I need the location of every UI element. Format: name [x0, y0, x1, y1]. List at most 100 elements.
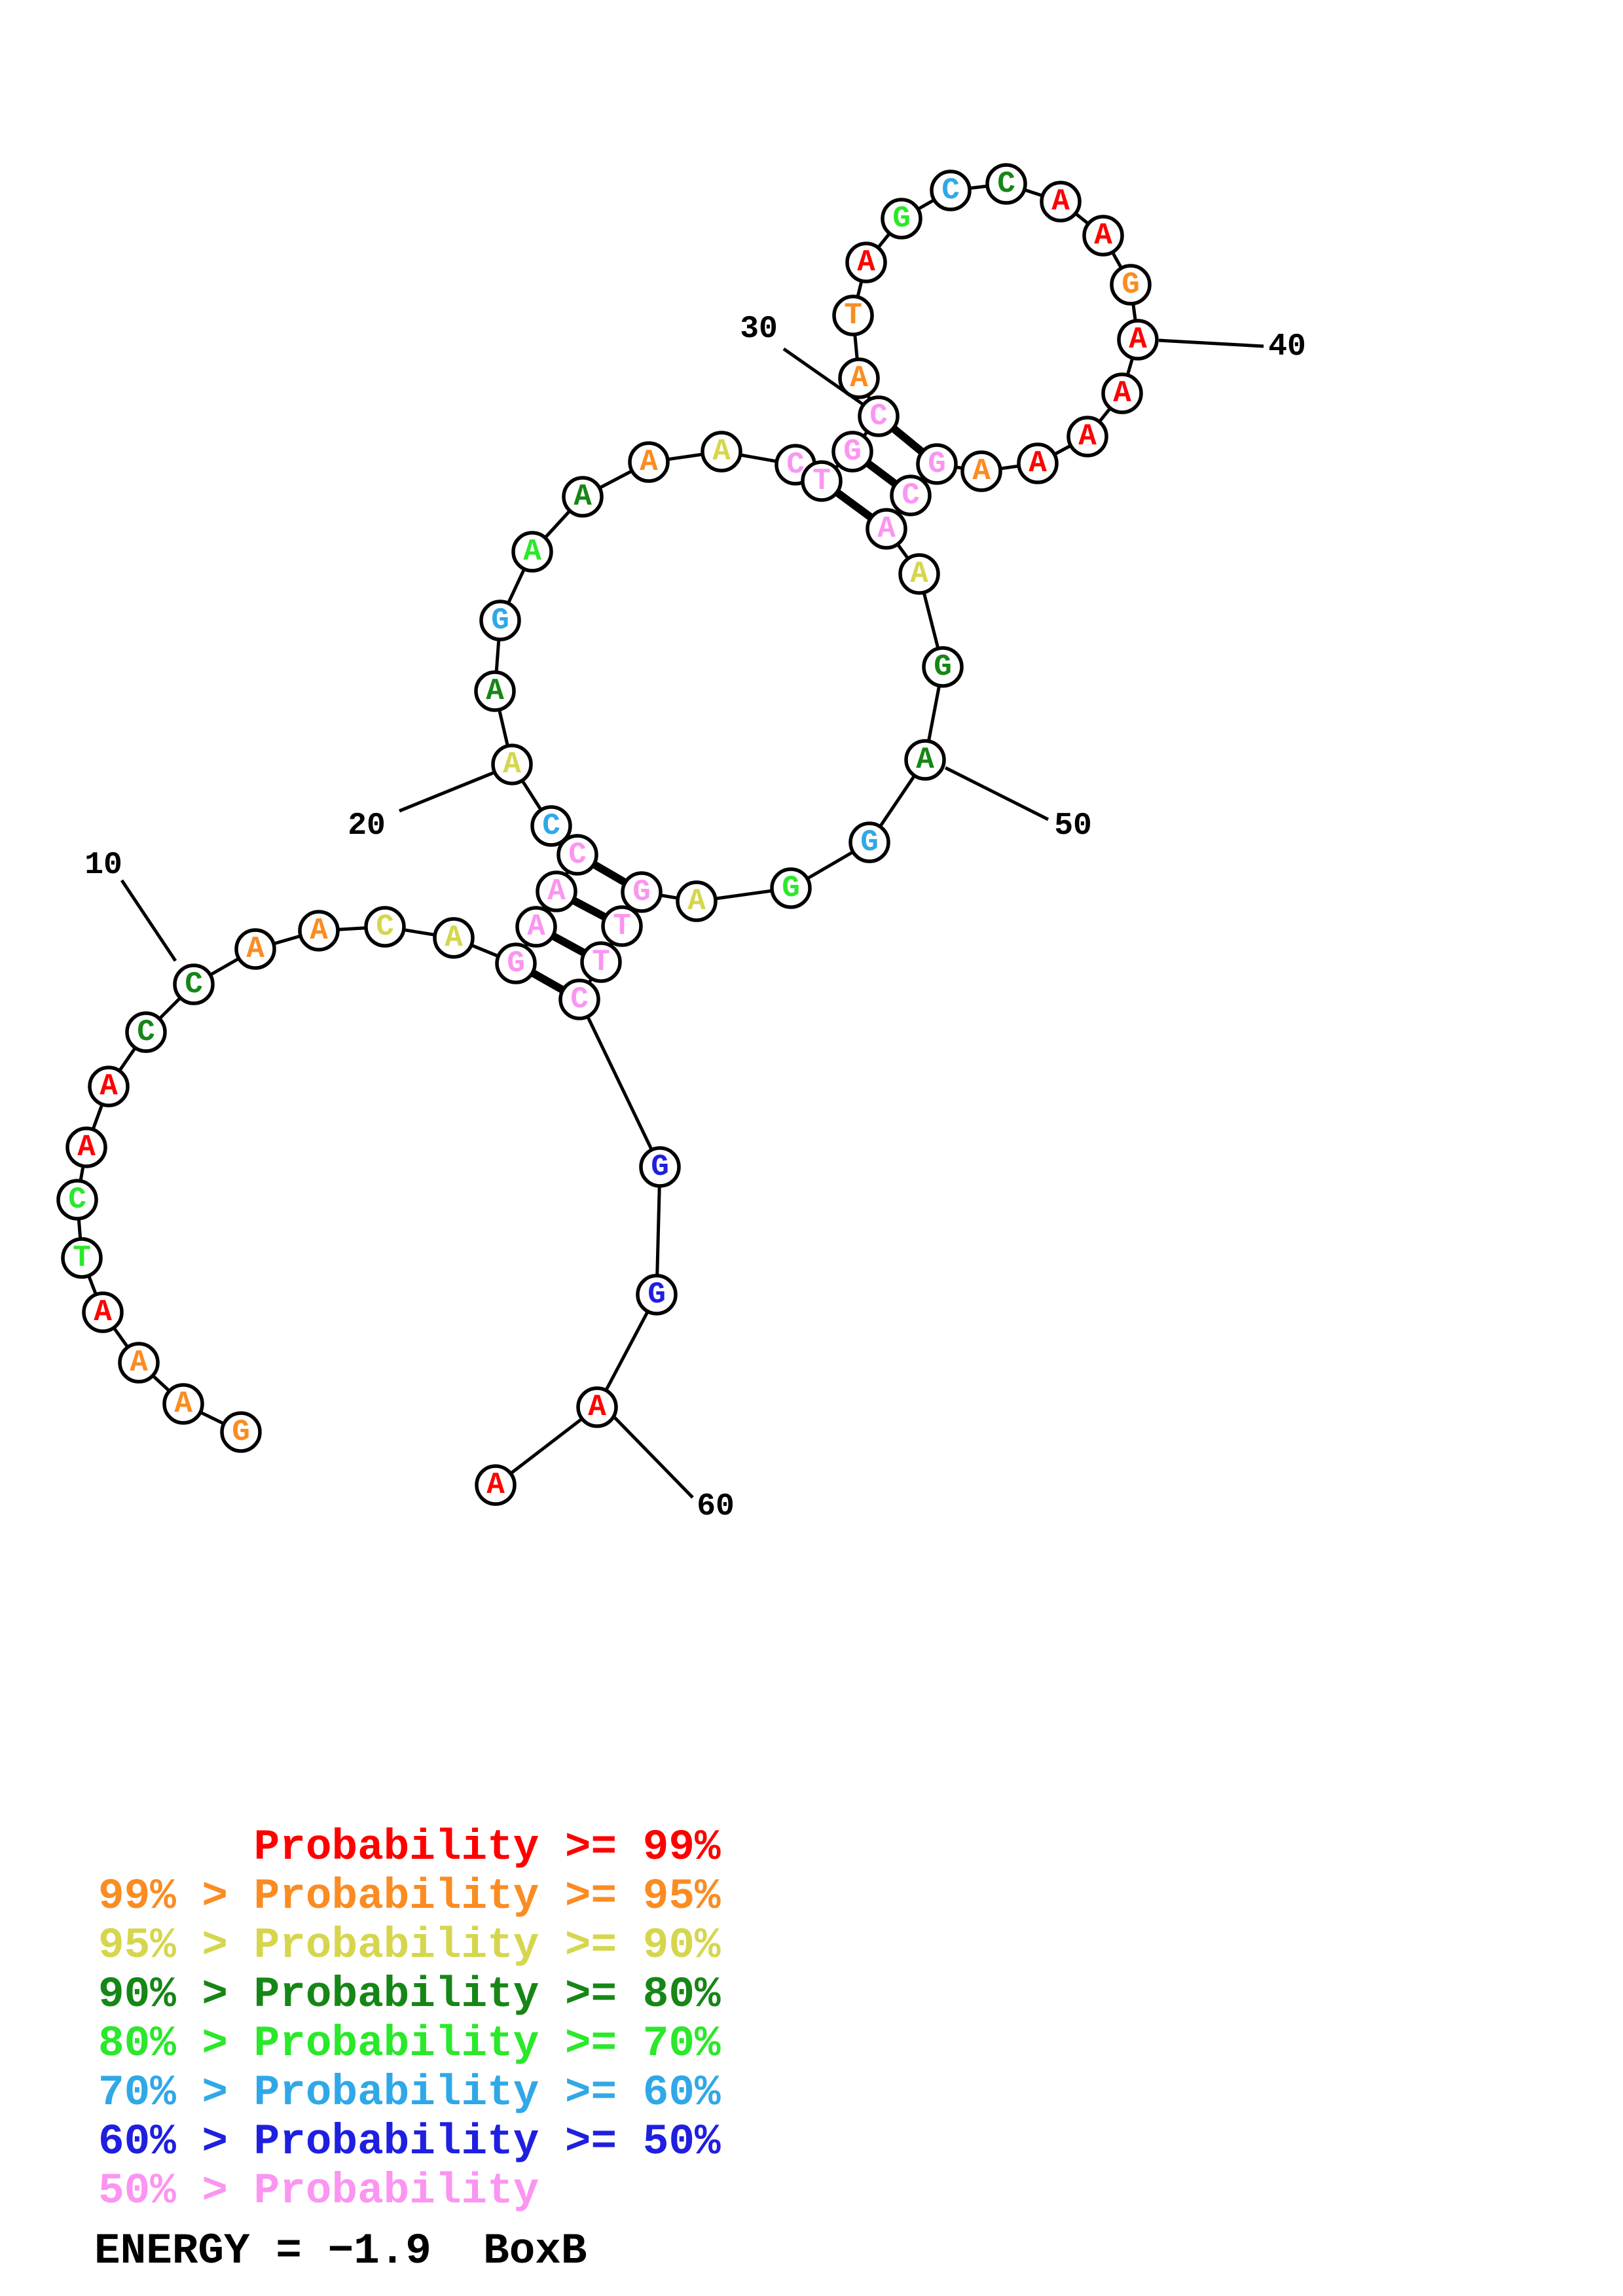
- nucleotide-35-C: C: [930, 170, 972, 211]
- nucleotide-letter: A: [77, 1130, 96, 1164]
- nucleotide-28-T: T: [801, 460, 843, 502]
- nucleotide-4-A: A: [82, 1291, 124, 1333]
- nucleotide-9-C: C: [125, 1011, 167, 1053]
- tick-line-20: [399, 771, 494, 813]
- nucleotide-20-A: A: [491, 744, 533, 785]
- nucleotide-letter: G: [928, 447, 946, 481]
- nucleotide-letter: A: [1078, 420, 1097, 454]
- nucleotide-circle: [1067, 416, 1108, 457]
- nucleotide-letter: G: [651, 1150, 669, 1184]
- nucleotide-31-A: A: [838, 357, 880, 399]
- nucleotide-circle: [898, 553, 940, 595]
- nucleotide-circle: [479, 600, 521, 641]
- nucleotide-letter: G: [782, 871, 800, 905]
- nucleotide-letter: A: [1051, 185, 1070, 219]
- nucleotide-letter: A: [588, 1390, 606, 1424]
- nucleotide-letter: A: [1129, 323, 1147, 357]
- nucleotide-circle: [1117, 319, 1159, 361]
- nucleotide-42-A: A: [1067, 416, 1108, 457]
- nucleotide-18-C: C: [556, 834, 598, 876]
- nucleotide-58-G: G: [639, 1146, 681, 1188]
- nucleotide-circle: [576, 1386, 618, 1428]
- nucleotide-letter: C: [869, 399, 888, 433]
- nucleotide-circle: [61, 1237, 103, 1279]
- nucleotide-circle: [433, 917, 475, 959]
- nucleotide-32-T: T: [832, 295, 874, 336]
- nucleotide-circle: [881, 198, 922, 240]
- nucleotide-circle: [636, 1274, 678, 1316]
- nucleotide-circle: [890, 475, 932, 516]
- nucleotide-circle: [1017, 442, 1059, 484]
- nucleotide-circle: [985, 163, 1027, 205]
- nucleotide-letter: A: [1113, 376, 1131, 410]
- nucleotide-6-C: C: [56, 1179, 98, 1221]
- nucleotide-letter: A: [850, 361, 868, 395]
- nucleotide-letter: G: [507, 946, 525, 980]
- nucleotide-circle: [866, 508, 907, 550]
- nucleotide-55-T: T: [601, 905, 643, 947]
- nucleotide-letter: A: [174, 1387, 192, 1421]
- nucleotide-37-A: A: [1040, 181, 1082, 223]
- nucleotide-circle: [601, 905, 643, 947]
- nucleotide-13-C: C: [364, 906, 406, 948]
- nucleotide-29-G: G: [831, 431, 873, 473]
- nucleotide-30-C: C: [858, 395, 900, 437]
- nucleotide-circle: [475, 1464, 517, 1506]
- nucleotide-letter: T: [73, 1241, 91, 1275]
- nucleotide-letter: A: [877, 512, 896, 546]
- nucleotide-letter: A: [547, 874, 566, 908]
- nucleotide-24-A: A: [562, 476, 604, 518]
- nucleotide-22-G: G: [479, 600, 521, 641]
- nucleotide-letter: A: [486, 1468, 505, 1502]
- nucleotide-letter: A: [246, 932, 264, 966]
- nucleotide-letter: A: [687, 884, 706, 918]
- nucleotide-letter: A: [100, 1069, 118, 1103]
- nucleotide-circle: [162, 1383, 204, 1425]
- nucleotide-circle: [1101, 372, 1143, 414]
- nucleotide-circle: [701, 431, 742, 473]
- nucleotide-circle: [1082, 215, 1124, 257]
- nucleotide-circle: [474, 670, 516, 712]
- nucleotide-circle: [495, 942, 537, 984]
- nucleotide-circle: [831, 431, 873, 473]
- nucleotide-circle: [65, 1126, 107, 1168]
- nucleotide-57-C: C: [558, 978, 600, 1020]
- nucleotide-1-G: G: [220, 1411, 262, 1453]
- nucleotide-circle: [56, 1179, 98, 1221]
- legend-row-99: Probability >= 99%: [98, 1823, 721, 1872]
- nucleotide-circle: [922, 646, 964, 688]
- nucleotide-circle: [960, 450, 1002, 492]
- nucleotide-letter: C: [568, 838, 587, 872]
- nucleotide-letter: A: [574, 480, 592, 514]
- nucleotide-17-A: A: [536, 870, 577, 912]
- nucleotide-letter: G: [632, 875, 651, 909]
- nucleotide-letter: C: [185, 967, 203, 1001]
- position-labels: 10 20 30 40 50 60: [84, 312, 1306, 1524]
- position-label-40: 40: [1268, 329, 1306, 365]
- nucleotide-letter: A: [1094, 219, 1112, 253]
- nucleotide-circle: [364, 906, 406, 948]
- nucleotide-51-G: G: [848, 821, 890, 863]
- nucleotide-circle: [770, 867, 812, 909]
- nucleotide-43-A: A: [1017, 442, 1059, 484]
- nucleotide-letter: T: [812, 464, 831, 498]
- legend-row-70: 80% > Probability >= 70%: [98, 2019, 721, 2068]
- nucleotide-53-A: A: [676, 880, 718, 922]
- nucleotide-letter: C: [137, 1015, 155, 1049]
- nucleotide-48-A: A: [898, 553, 940, 595]
- nucleotide-letter: C: [997, 167, 1015, 201]
- nucleotide-33-A: A: [845, 242, 887, 283]
- position-label-10: 10: [84, 848, 122, 883]
- nucleotide-circle: [491, 744, 533, 785]
- nucleotide-letter: C: [542, 809, 560, 843]
- nucleotide-16-A: A: [515, 906, 557, 948]
- nucleotide-7-A: A: [65, 1126, 107, 1168]
- nucleotide-circle: [118, 1342, 160, 1384]
- nucleotide-60-A: A: [576, 1386, 618, 1428]
- nucleotide-circle: [562, 476, 604, 518]
- nucleotide-circle: [511, 531, 553, 573]
- backbone-lines: [75, 182, 1140, 1486]
- nucleotide-letter: T: [613, 909, 631, 943]
- nucleotide-letter: C: [570, 982, 589, 1016]
- nucleotide-15-G: G: [495, 942, 537, 984]
